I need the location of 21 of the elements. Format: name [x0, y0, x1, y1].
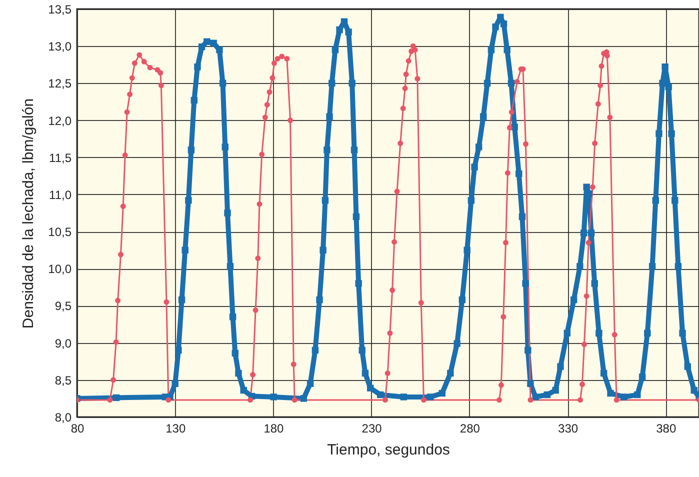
y-tick-label: 12,5	[48, 76, 72, 91]
y-tick-label: 13,5	[48, 2, 72, 16]
y-tick-label: 13,0	[48, 40, 72, 54]
y-tick-label: 9,5	[54, 299, 72, 314]
x-tick-label: 180	[264, 422, 284, 436]
x-tick-label: 280	[460, 422, 480, 436]
y-tick-label: 9,0	[54, 336, 72, 350]
x-tick-label: 330	[558, 422, 578, 436]
x-axis-title: Tiempo, segundos	[327, 442, 450, 458]
x-tick-label: 130	[166, 422, 186, 436]
x-tick-label: 230	[362, 422, 382, 436]
y-tick-label: 8,5	[54, 373, 72, 388]
y-tick-label: 11,0	[49, 188, 72, 202]
x-tick-label: 380	[656, 422, 676, 436]
y-tick-label: 10,5	[48, 225, 72, 240]
y-axis-title: Densidad de la lechada, lbm/galón	[20, 98, 38, 329]
y-tick-label: 10,0	[48, 262, 72, 276]
y-tick-label: 12,0	[48, 114, 72, 128]
x-tick-label: 80	[70, 422, 84, 436]
y-tick-label: 11,5	[49, 150, 72, 165]
y-tick-label: 8,0	[54, 410, 72, 424]
